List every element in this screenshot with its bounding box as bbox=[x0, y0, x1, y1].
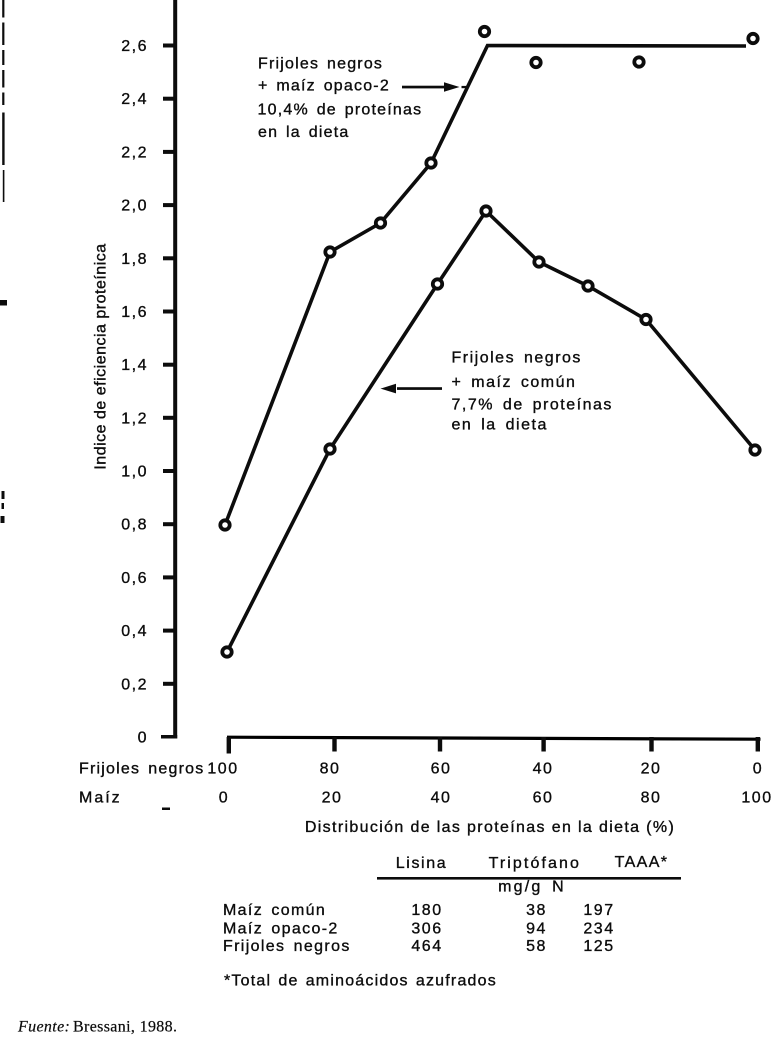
svg-text:2,0: 2,0 bbox=[121, 198, 148, 215]
svg-text:Fuente:: Fuente: bbox=[17, 1019, 70, 1036]
svg-text:0: 0 bbox=[219, 790, 229, 807]
svg-text:60: 60 bbox=[533, 790, 554, 807]
svg-text:0,2: 0,2 bbox=[121, 676, 148, 693]
svg-text:80: 80 bbox=[641, 790, 662, 807]
svg-text:+ maíz común: + maíz común bbox=[452, 374, 577, 391]
svg-text:100: 100 bbox=[741, 790, 772, 807]
svg-text:TAAA*: TAAA* bbox=[615, 854, 669, 871]
svg-text:100: 100 bbox=[207, 761, 238, 778]
svg-text:60: 60 bbox=[431, 761, 452, 778]
svg-text:38: 38 bbox=[526, 902, 547, 919]
svg-text:Frijoles negros: Frijoles negros bbox=[452, 350, 582, 367]
svg-text:0: 0 bbox=[138, 730, 148, 747]
svg-text:0: 0 bbox=[753, 761, 763, 778]
svg-text:en la dieta: en la dieta bbox=[452, 417, 548, 434]
svg-text:197: 197 bbox=[583, 902, 614, 919]
svg-text:20: 20 bbox=[641, 761, 662, 778]
svg-text:40: 40 bbox=[533, 761, 554, 778]
svg-text:58: 58 bbox=[526, 938, 547, 955]
svg-text:1,8: 1,8 bbox=[121, 251, 148, 268]
svg-text:0,4: 0,4 bbox=[121, 623, 148, 640]
svg-text:Maíz: Maíz bbox=[79, 790, 122, 807]
svg-text:1,0: 1,0 bbox=[121, 464, 148, 481]
svg-text:2,6: 2,6 bbox=[121, 38, 148, 55]
svg-text:1,4: 1,4 bbox=[121, 357, 148, 374]
svg-text:80: 80 bbox=[320, 761, 341, 778]
svg-text:Maíz opaco-2: Maíz opaco-2 bbox=[223, 921, 339, 938]
svg-text:Frijoles negros: Frijoles negros bbox=[79, 761, 204, 778]
svg-text:20: 20 bbox=[322, 790, 343, 807]
svg-text:180: 180 bbox=[411, 902, 442, 919]
svg-text:mg/g N: mg/g N bbox=[498, 879, 566, 896]
svg-text:0,6: 0,6 bbox=[121, 570, 148, 587]
svg-text:Frijoles negros: Frijoles negros bbox=[223, 938, 351, 955]
svg-text:Indice de eficiencia proteínic: Indice de eficiencia proteínica bbox=[93, 243, 110, 469]
svg-text:Maíz común: Maíz común bbox=[223, 902, 326, 919]
svg-text:1,6: 1,6 bbox=[121, 304, 148, 321]
svg-text:Distribución de las proteínas: Distribución de las proteínas en la diet… bbox=[305, 819, 675, 836]
svg-text:Bressani, 1988.: Bressani, 1988. bbox=[73, 1019, 177, 1036]
svg-text:1,2: 1,2 bbox=[121, 410, 148, 427]
svg-text:en la dieta: en la dieta bbox=[258, 124, 349, 141]
svg-text:+ maíz opaco-2: + maíz opaco-2 bbox=[258, 78, 390, 95]
svg-text:10,4% de proteínas: 10,4% de proteínas bbox=[258, 102, 423, 119]
svg-text:0,8: 0,8 bbox=[121, 517, 148, 534]
svg-text:7,7% de proteínas: 7,7% de proteínas bbox=[452, 397, 613, 414]
svg-text:Lisina: Lisina bbox=[396, 855, 447, 872]
svg-text:40: 40 bbox=[431, 790, 452, 807]
svg-text:Triptófano: Triptófano bbox=[489, 855, 581, 872]
svg-text:2,4: 2,4 bbox=[121, 91, 148, 108]
svg-text:2,2: 2,2 bbox=[121, 144, 148, 161]
svg-text:Frijoles negros: Frijoles negros bbox=[258, 56, 383, 73]
svg-text:234: 234 bbox=[583, 921, 614, 938]
svg-text:306: 306 bbox=[411, 921, 442, 938]
svg-text:464: 464 bbox=[411, 938, 442, 955]
svg-text:94: 94 bbox=[526, 921, 547, 938]
svg-text:125: 125 bbox=[583, 938, 614, 955]
svg-text:*Total de aminoácidos azufrado: *Total de aminoácidos azufrados bbox=[224, 973, 497, 990]
